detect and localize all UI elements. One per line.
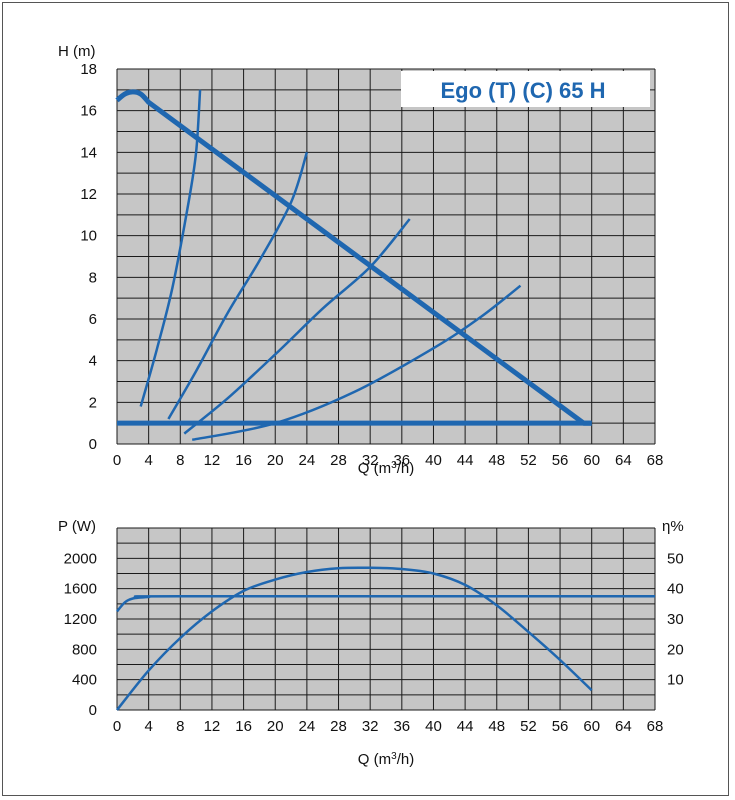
x-tick-label: 48 — [488, 452, 505, 469]
y-tick-label: 0 — [89, 702, 97, 719]
series-system-curve-2 — [139, 89, 202, 407]
y-tick-label: 0 — [89, 436, 97, 453]
head-chart: 0 4 8 12 16 20 24 28 32 36 40 44 48 52 56 60 64 68 024681… — [58, 43, 663, 477]
x-tick-label: 0 — [113, 718, 121, 735]
x-tick-label: 24 — [299, 452, 316, 469]
x-tick-label: 8 — [176, 718, 184, 735]
x-tick-label: 56 — [552, 452, 569, 469]
x-tick-label: 40 — [425, 718, 442, 735]
x-tick-label: 28 — [330, 452, 347, 469]
x-tick-label: 64 — [615, 452, 632, 469]
x-tick-label: 68 — [647, 718, 664, 735]
y2-tick-label: 30 — [667, 611, 684, 628]
x-tick-label: 20 — [267, 452, 284, 469]
x-tick-label: 48 — [488, 718, 505, 735]
y-tick-label: 2 — [89, 394, 97, 411]
x-tick-label: 56 — [552, 718, 569, 735]
y-tick-label: 6 — [89, 311, 97, 328]
power-y-axis-label: P (W) — [58, 518, 96, 535]
x-tick-label: 44 — [457, 718, 474, 735]
x-tick-label: 60 — [583, 718, 600, 735]
x-tick-label: 36 — [393, 718, 410, 735]
head-x-axis-label: Q (m3/h) — [358, 460, 414, 478]
x-tick-label: 28 — [330, 718, 347, 735]
power-chart: 0 4 8 12 16 20 24 28 32 36 40 44 48 52 56 60 64 68 040080… — [58, 518, 684, 768]
y-tick-label: 400 — [72, 672, 97, 689]
y-tick-label: 12 — [80, 186, 97, 203]
x-tick-label: 36 — [393, 452, 410, 469]
y-tick-label: 800 — [72, 641, 97, 658]
power-x-axis-label: Q (m3/h) — [358, 751, 414, 769]
head-y-ticks: 0 2 4 6 8 10 12 14 16 18 — [80, 61, 97, 453]
y-tick-label: 4 — [89, 353, 97, 370]
x-tick-label: 24 — [299, 718, 316, 735]
x-tick-label: 0 — [113, 452, 121, 469]
y-tick-label: 1200 — [64, 611, 97, 628]
y-tick-label: 18 — [80, 61, 97, 78]
x-tick-label: 52 — [520, 718, 537, 735]
x-tick-label: 52 — [520, 452, 537, 469]
x-tick-label: 4 — [144, 452, 152, 469]
x-tick-label: 40 — [425, 452, 442, 469]
x-tick-label: 32 — [362, 718, 379, 735]
head-grid — [116, 68, 656, 445]
series-system-curve-3 — [167, 151, 309, 420]
power-series — [116, 566, 656, 711]
x-tick-label: 32 — [362, 452, 379, 469]
y-tick-label: 8 — [89, 269, 97, 286]
x-tick-label: 20 — [267, 718, 284, 735]
chart-title: Ego (T) (C) 65 H — [441, 78, 606, 103]
x-tick-label: 64 — [615, 718, 632, 735]
y2-tick-label: 40 — [667, 581, 684, 598]
y2-tick-label: 20 — [667, 641, 684, 658]
y2-tick-label: 10 — [667, 672, 684, 689]
head-series — [115, 89, 592, 442]
y-tick-label: 10 — [80, 228, 97, 245]
x-tick-label: 8 — [176, 452, 184, 469]
x-tick-label: 60 — [583, 452, 600, 469]
series-system-curve-4 — [183, 218, 411, 435]
head-y-axis-label: H (m) — [58, 43, 96, 60]
y-tick-label: 1600 — [64, 581, 97, 598]
x-tick-label: 44 — [457, 452, 474, 469]
head-x-ticks: 0 4 8 12 16 20 24 28 32 36 40 44 48 52 56 60 64 68 — [113, 452, 664, 469]
power-grid — [116, 527, 656, 711]
series-max-curve-0 — [115, 89, 592, 426]
x-tick-label: 12 — [204, 718, 221, 735]
efficiency-y-ticks: 10 20 30 40 50 — [667, 550, 684, 688]
y-tick-label: 2000 — [64, 550, 97, 567]
series-power-0 — [116, 594, 656, 613]
power-x-ticks: 0 4 8 12 16 20 24 28 32 36 40 44 48 52 56 60 64 68 — [113, 718, 664, 735]
y-tick-label: 14 — [80, 144, 97, 161]
x-tick-label: 16 — [235, 452, 252, 469]
x-tick-label: 16 — [235, 718, 252, 735]
x-tick-label: 12 — [204, 452, 221, 469]
series-efficiency-1 — [116, 566, 593, 711]
y2-tick-label: 50 — [667, 550, 684, 567]
x-tick-label: 4 — [144, 718, 152, 735]
series-system-curve-5 — [191, 284, 522, 442]
power-y-ticks: 0 400 800 1200 1600 2000 — [64, 550, 97, 719]
title-box — [401, 71, 650, 107]
efficiency-y-axis-label: η% — [662, 518, 684, 535]
y-tick-label: 16 — [80, 103, 97, 120]
x-tick-label: 68 — [647, 452, 664, 469]
